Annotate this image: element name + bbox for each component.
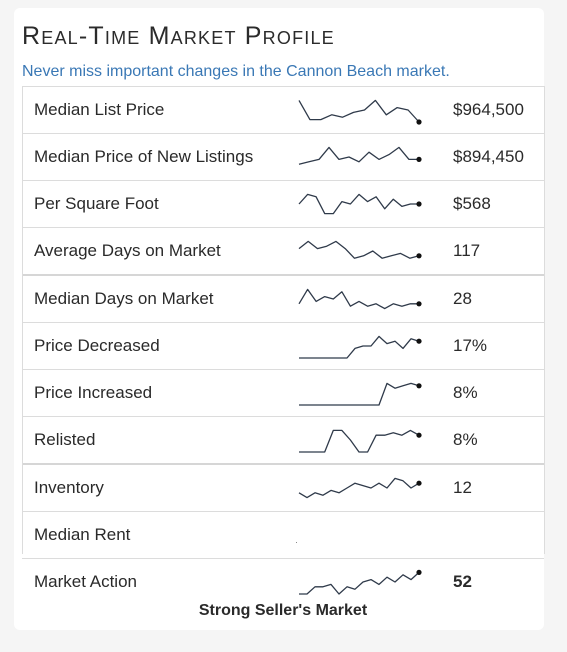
sparkline-line	[298, 99, 420, 123]
row-label: Per Square Foot	[34, 194, 159, 213]
row-value: 12	[453, 478, 472, 497]
row-label: Median Days on Market	[34, 289, 214, 308]
row-label: Inventory	[34, 478, 104, 497]
row-value: 17%	[453, 336, 488, 355]
sparkline-line	[299, 335, 420, 359]
sparkline	[298, 288, 422, 310]
row-label: Market Action	[34, 572, 137, 591]
row-label: Average Days on Market	[34, 241, 221, 260]
sparkline-end-dot	[416, 480, 422, 486]
sparkline-end-dot	[416, 156, 422, 162]
row-value: $964,500	[453, 100, 524, 119]
sparkline-end-dot	[416, 432, 422, 438]
sparkline-line	[298, 146, 419, 165]
table-row: Median Price of New Listings $894,450	[22, 133, 544, 180]
row-label: Price Decreased	[34, 336, 160, 355]
sparkline	[299, 429, 422, 453]
row-value: 117	[453, 241, 481, 260]
market-action-summary: Strong Seller's Market	[198, 602, 368, 619]
sparkline-end-dot	[416, 569, 422, 575]
row-value: $894,450	[453, 147, 524, 166]
sparkline	[298, 240, 422, 259]
subtitle-text[interactable]: Never miss important changes in the Cann…	[22, 63, 446, 80]
sparkline-line	[299, 382, 420, 406]
table-row: Inventory 12	[22, 463, 544, 511]
sparkline	[299, 335, 422, 359]
table-row: Per Square Foot $568	[22, 180, 544, 227]
table-row: Median Rent	[22, 511, 544, 558]
table-row: Relisted 8%	[22, 416, 544, 463]
row-value: 28	[453, 289, 472, 308]
sparkline	[299, 569, 422, 595]
row-label: Median List Price	[34, 100, 165, 119]
sparkline-line	[299, 429, 420, 453]
sparkline-line	[298, 477, 420, 499]
row-label: Relisted	[34, 430, 96, 449]
sparkline-end-dot	[416, 301, 422, 307]
page-title: Real-Time Market Profile	[22, 22, 335, 50]
sparkline-end-dot	[416, 119, 422, 125]
sparkline-end-dot	[416, 253, 422, 259]
sparkline-line	[298, 193, 419, 215]
row-value: $568	[453, 194, 491, 213]
table-row: Price Increased 8%	[22, 369, 544, 416]
row-label: Median Rent	[34, 525, 131, 544]
table-row: Market Action 52	[22, 558, 544, 605]
table-row: Price Decreased 17%	[22, 322, 544, 369]
subtitle-period: .	[445, 63, 450, 80]
sparkline-line	[298, 240, 420, 259]
sparkline	[298, 477, 422, 499]
sparkline-end-dot	[416, 338, 422, 344]
sparkline	[296, 542, 297, 543]
row-value: 8%	[453, 383, 478, 402]
sparkline-line	[299, 571, 420, 595]
sparkline	[298, 193, 422, 215]
sparkline	[299, 382, 422, 406]
table-row: Average Days on Market 117	[22, 227, 544, 274]
subtitle-link[interactable]: Never miss important changes in the Cann…	[22, 63, 450, 81]
sparkline	[298, 146, 422, 165]
sparkline-end-dot	[416, 383, 422, 389]
table-row: Median List Price $964,500	[22, 86, 544, 133]
row-label: Price Increased	[34, 383, 153, 402]
table-row: Median Days on Market 28	[22, 274, 544, 322]
row-label: Median Price of New Listings	[34, 147, 254, 166]
row-value: 52	[453, 572, 472, 591]
market-stats-table: Median List Price $964,500 Median Price …	[22, 86, 544, 619]
row-value: 8%	[453, 430, 478, 449]
sparkline-end-dot	[416, 201, 422, 207]
sparkline-line	[298, 288, 419, 310]
sparkline-empty-dot	[296, 542, 297, 543]
market-profile-card: Real-Time Market Profile Never miss impo…	[14, 8, 545, 630]
sparkline	[298, 99, 422, 125]
